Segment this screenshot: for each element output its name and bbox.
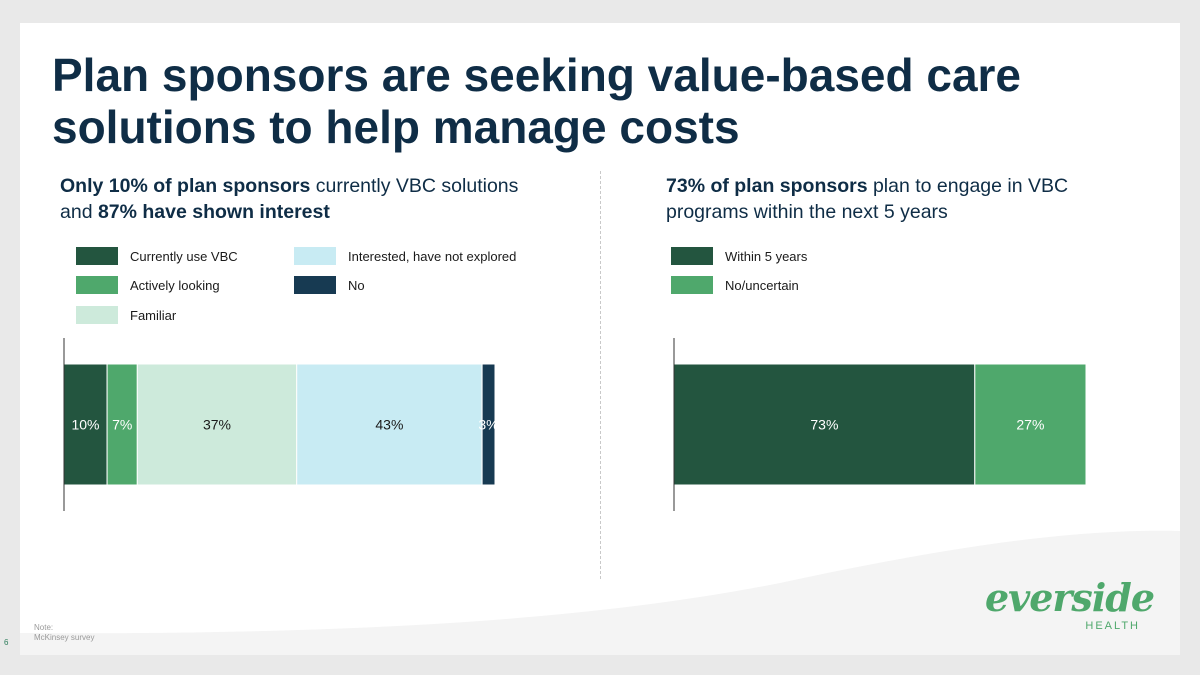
column-divider [600, 171, 601, 579]
legend-label: Interested, have not explored [348, 248, 517, 264]
data-label-within-5-years: 73% [810, 417, 838, 433]
legend-item-no: No [294, 276, 365, 294]
legend-item-actively-looking: Actively looking [76, 276, 220, 294]
legend-item-interested: Interested, have not explored [294, 247, 516, 265]
page-number: 6 [4, 638, 9, 647]
legend-swatch [294, 276, 336, 294]
stacked-bar-charts: 10% 7% 37% 43% 3% 73% 27% [63, 338, 1087, 511]
legend-label: Actively looking [130, 277, 220, 293]
left-subhead: Only 10% of plan sponsors currently VBC … [60, 173, 580, 225]
bar-segment-interested-have-not-explored [296, 363, 483, 486]
logo-wordmark: everside [984, 575, 1155, 620]
legend-label: No/uncertain [725, 277, 799, 293]
bar-segment-actively-looking [106, 363, 138, 486]
everside-health-logo: everside HEALTH [980, 576, 1160, 644]
legend-swatch [294, 247, 336, 265]
bar-segment-familiar [136, 363, 298, 486]
legend-swatch [671, 247, 713, 265]
logo-subtext: HEALTH [1085, 620, 1140, 632]
legend-swatch [671, 276, 713, 294]
left-subhead-bold-2: 87% have shown interest [97, 201, 330, 223]
left-subhead-pre-2: and [60, 201, 98, 223]
legend-swatch [76, 247, 118, 265]
bar-segment-no-uncertain [974, 363, 1087, 486]
left-subhead-bold-1: Only 10% of plan sponsors [60, 175, 311, 197]
data-label-no-uncertain: 27% [1016, 417, 1044, 433]
title-line-1: Plan sponsors are seeking value-based ca… [52, 49, 1022, 101]
right-subhead-bold-1: 73% of plan sponsors [666, 175, 868, 197]
note-heading: Note: [34, 623, 54, 632]
legend-label: Familiar [130, 307, 177, 323]
right-subhead-line-2: programs within the next 5 years [666, 201, 948, 223]
bar-segment-currently-use-vbc [63, 363, 108, 486]
data-label-actively-looking: 7% [112, 417, 132, 433]
title-line-2: solutions to help manage costs [52, 101, 740, 153]
note-text: McKinsey survey [34, 633, 95, 642]
data-label-currently-use-vbc: 10% [71, 417, 99, 433]
legend-label: Within 5 years [725, 248, 808, 264]
legend-item-familiar: Familiar [76, 306, 176, 324]
bar-segment-within-5-years [673, 363, 976, 486]
left-subhead-rest-1: currently VBC solutions [310, 175, 519, 197]
right-subhead: 73% of plan sponsors plan to engage in V… [666, 173, 1166, 225]
legend-swatch [76, 306, 118, 324]
slide-title: Plan sponsors are seeking value-based ca… [52, 49, 1132, 153]
bar-segment-no [481, 363, 496, 486]
right-subhead-rest-1: plan to engage in VBC [867, 175, 1069, 197]
data-label-no: 3% [478, 417, 498, 433]
slide: Plan sponsors are seeking value-based ca… [20, 23, 1180, 655]
legend-swatch [76, 276, 118, 294]
data-label-interested-have-not-explored: 43% [375, 417, 403, 433]
legend-item-currently-use-vbc: Currently use VBC [76, 247, 238, 265]
legend-item-no-uncertain: No/uncertain [671, 276, 799, 294]
footnote: Note: McKinsey survey [34, 623, 94, 643]
background-wave [20, 530, 1180, 655]
legend-label: No [348, 277, 365, 293]
legend-label: Currently use VBC [130, 248, 238, 264]
legend-item-within-5-years: Within 5 years [671, 247, 807, 265]
data-label-familiar: 37% [203, 417, 231, 433]
